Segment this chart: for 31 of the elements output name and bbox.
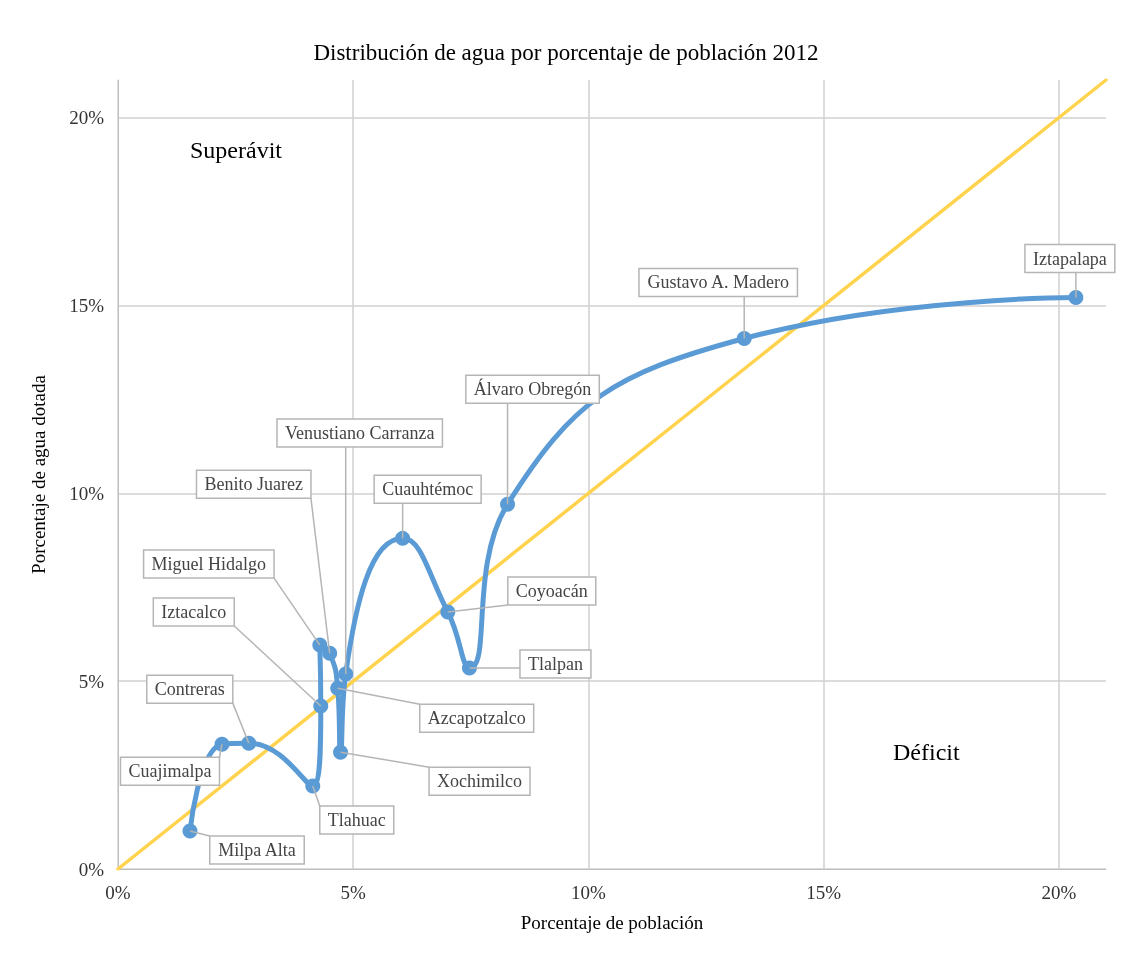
annotation: Benito Juarez [204,474,303,495]
annotation: Tlahuac [327,809,386,830]
annotation: Tlalpan [527,653,583,674]
annotation: Superávit [190,137,283,163]
annotation: Cuajimalpa [128,761,212,782]
x-tick-label: 10% [571,882,607,903]
annotation: Déficit [893,739,960,765]
annotation: Azcapotzalco [427,708,526,729]
y-axis-title: Porcentaje de agua dotada [28,374,49,574]
annotation: Álvaro Obregón [473,378,592,400]
x-tick-label: 20% [1041,882,1077,903]
annotation: Xochimilco [437,771,523,792]
y-tick-label: 15% [69,294,105,316]
annotation: Cuauhtémoc [382,479,474,500]
annotation: Iztapalapa [1032,248,1107,269]
annotation: Coyoacán [515,581,588,602]
chart-title: Distribución de agua por porcentaje de población 2012 [313,40,819,65]
annotation: Milpa Alta [218,840,296,861]
annotation: Iztacalco [161,601,227,622]
annotation: Gustavo A. Madero [647,272,789,293]
x-tick-label: 0% [105,882,131,903]
y-tick-label: 10% [69,482,105,504]
x-tick-label: 5% [340,882,367,903]
y-tick-label: 20% [69,107,105,129]
x-axis-title: Porcentaje de población [520,912,704,933]
x-tick-label: 15% [806,882,842,903]
annotation: Venustiano Carranza [284,423,435,443]
y-tick-label: 5% [78,670,105,692]
annotation: Miguel Hidalgo [151,554,267,575]
y-tick-label: 0% [78,858,105,880]
annotation: Contreras [154,679,225,700]
